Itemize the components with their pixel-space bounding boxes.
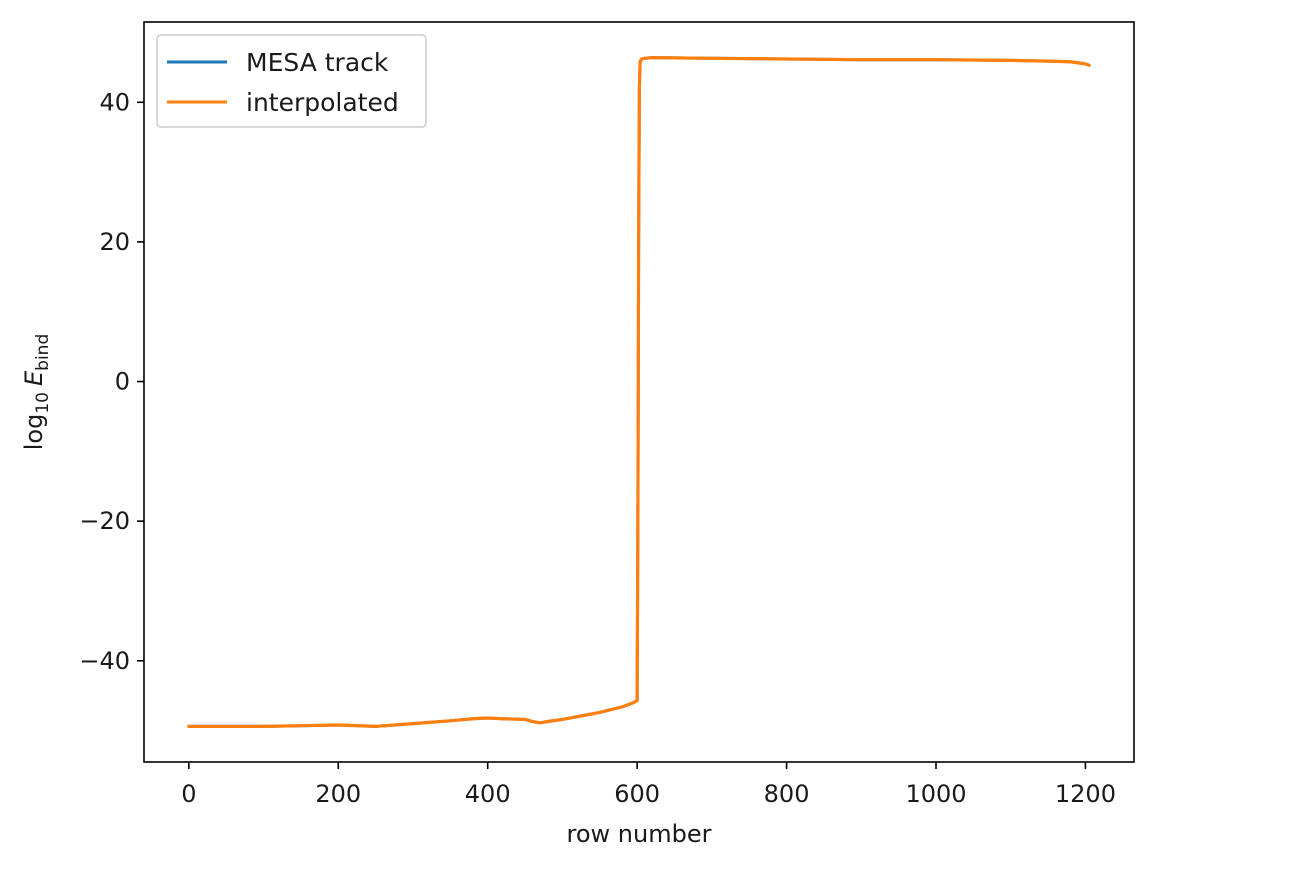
- y-axis-label: log10 Ebind: [20, 334, 53, 451]
- y-axis-label-prefix: log: [20, 414, 48, 451]
- x-tick-label: 800: [764, 780, 810, 808]
- series-line-interpolated: [187, 56, 1091, 728]
- legend-label-mesa-track: MESA track: [246, 48, 389, 77]
- legend: MESA track interpolated: [156, 34, 427, 128]
- x-tick-label: 400: [465, 780, 511, 808]
- x-tick-label: 0: [181, 780, 196, 808]
- y-tick-label: −20: [79, 507, 130, 535]
- x-tick-label: 1000: [905, 780, 966, 808]
- x-tick-label: 600: [614, 780, 660, 808]
- x-tick-label: 200: [315, 780, 361, 808]
- y-axis-label-variable-subscript: bind: [33, 334, 53, 371]
- x-axis: 0 200 400 600 800 1000 1200: [181, 762, 1116, 808]
- y-axis-label-prefix-subscript: 10: [33, 392, 53, 414]
- y-tick-label: 0: [115, 368, 130, 396]
- y-tick-label: 40: [99, 88, 130, 116]
- y-tick-label: 20: [99, 228, 130, 256]
- plot-area: [187, 56, 1091, 728]
- x-axis-label: row number: [567, 820, 712, 848]
- x-tick-label: 1200: [1055, 780, 1116, 808]
- legend-label-interpolated: interpolated: [246, 88, 399, 117]
- y-axis-label-variable: E: [20, 370, 48, 386]
- y-tick-label: −40: [79, 647, 130, 675]
- axes-frame: [143, 21, 1135, 763]
- y-axis: −40 −20 0 20 40: [79, 88, 144, 675]
- legend-box: [156, 34, 427, 128]
